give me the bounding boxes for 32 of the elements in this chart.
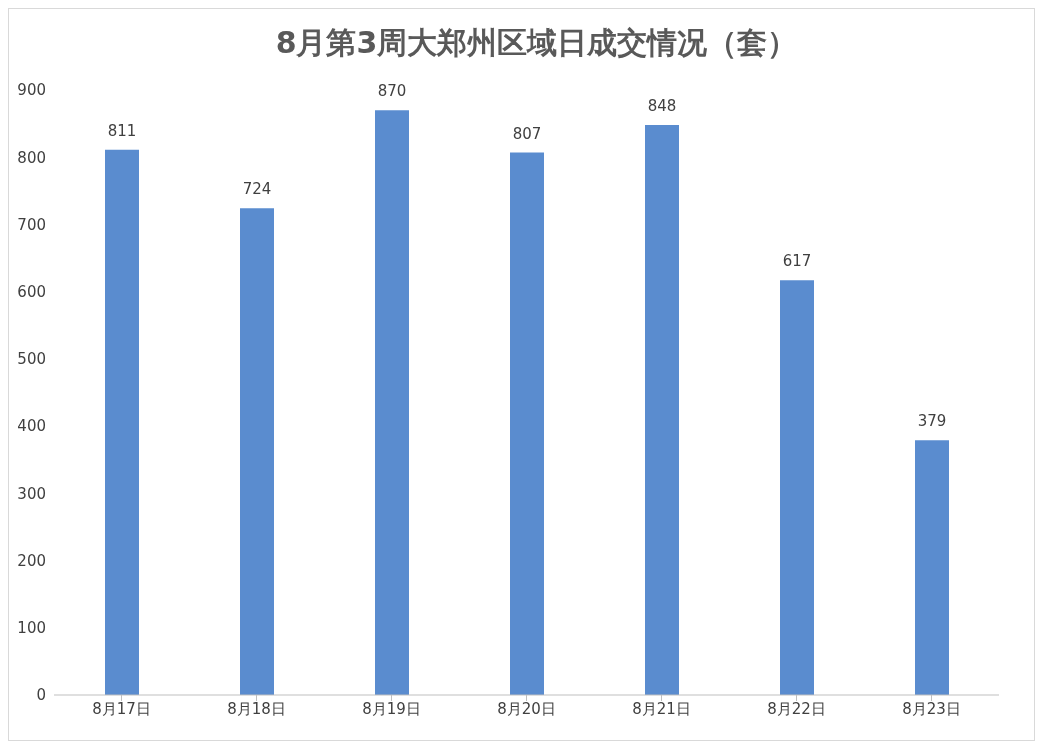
y-tick-label: 800 bbox=[17, 148, 46, 167]
data-label: 617 bbox=[782, 252, 812, 271]
bar bbox=[240, 208, 274, 695]
data-label: 811 bbox=[107, 121, 137, 140]
y-tick-label: 700 bbox=[17, 215, 46, 234]
y-tick-label: 400 bbox=[17, 417, 46, 436]
y-tick-label: 500 bbox=[17, 350, 46, 369]
data-label: 870 bbox=[377, 82, 407, 101]
data-label: 848 bbox=[647, 96, 677, 115]
y-tick-label: 900 bbox=[17, 81, 46, 100]
y-tick-label: 600 bbox=[17, 282, 46, 301]
x-tick-label: 8月17日 bbox=[92, 699, 151, 718]
data-label: 379 bbox=[917, 412, 947, 431]
x-tick-label: 8月20日 bbox=[497, 699, 556, 718]
bar bbox=[645, 124, 679, 695]
x-tick-label: 8月23日 bbox=[902, 699, 961, 718]
bar bbox=[375, 110, 409, 695]
chart-title: 8月第3周大郑州区域日成交情况（套） bbox=[274, 24, 799, 62]
data-label: 807 bbox=[512, 124, 542, 143]
y-tick-label: 200 bbox=[17, 551, 46, 570]
bar bbox=[915, 440, 949, 695]
y-tick-label: 0 bbox=[36, 686, 46, 705]
y-tick-label: 300 bbox=[17, 484, 46, 503]
x-tick-label: 8月22日 bbox=[767, 699, 826, 718]
bar bbox=[105, 149, 139, 695]
y-tick-label: 100 bbox=[17, 619, 46, 638]
x-tick-label: 8月21日 bbox=[632, 699, 691, 718]
bar bbox=[510, 152, 544, 695]
x-tick-label: 8月18日 bbox=[227, 699, 286, 718]
bar bbox=[780, 280, 814, 695]
data-label: 724 bbox=[242, 180, 272, 199]
x-tick-label: 8月19日 bbox=[362, 699, 421, 718]
